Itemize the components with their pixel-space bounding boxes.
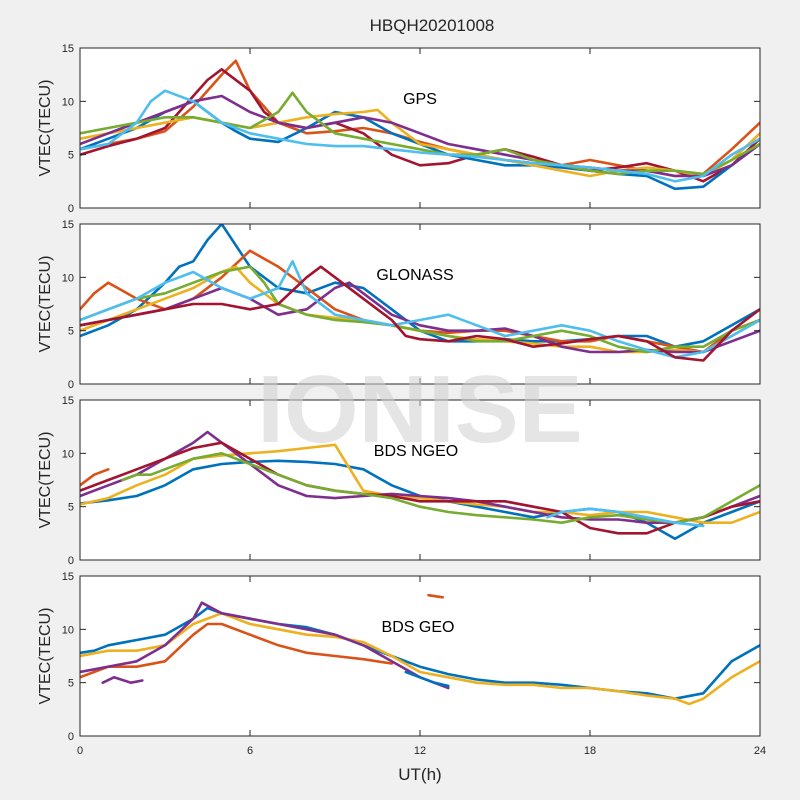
series-line (101, 676, 144, 684)
y-tick-label: 10 (62, 448, 74, 460)
y-axis-label: VTEC(TECU) (37, 80, 54, 177)
y-tick-label: 5 (68, 326, 74, 338)
y-axis-label: VTEC(TECU) (37, 256, 54, 353)
y-tick-label: 0 (68, 203, 74, 215)
y-tick-label: 5 (68, 502, 74, 514)
y-tick-label: 15 (62, 395, 74, 407)
y-tick-label: 10 (62, 96, 74, 108)
y-tick-label: 5 (68, 150, 74, 162)
series-line (80, 622, 393, 679)
series-line (546, 507, 705, 528)
plot-area (80, 48, 760, 208)
series-line (80, 265, 760, 362)
series-group (80, 224, 760, 362)
series-line (80, 224, 760, 348)
x-tick-label: 0 (77, 745, 83, 757)
panel-2: 0 5 10 15 VTEC(TECU) GLONASS (37, 219, 761, 391)
panel-title: GPS (403, 91, 437, 108)
series-line (80, 441, 760, 535)
series-line (80, 601, 450, 690)
panel-4: 0 5 10 15 0 6 12 18 24 VTEC(TECU) BDS GEO (37, 571, 766, 757)
series-group (80, 593, 760, 706)
series-line (80, 265, 760, 354)
y-tick-label: 15 (62, 43, 74, 55)
series-line (80, 260, 760, 359)
series-line (80, 430, 760, 524)
y-tick-label: 0 (68, 555, 74, 567)
series-line (80, 612, 760, 706)
y-tick-label: 15 (62, 219, 74, 231)
panel-1: 0 5 10 15 VTEC(TECU) GPS (37, 43, 761, 215)
y-axis-label: VTEC(TECU) (37, 608, 54, 705)
series-line (80, 91, 760, 176)
series-line (80, 68, 760, 183)
y-axis-label: VTEC(TECU) (37, 432, 54, 529)
watermark: IONISE (257, 356, 582, 463)
y-tick-label: 0 (68, 731, 74, 743)
x-tick-label: 6 (247, 745, 253, 757)
x-axis-label: UT(h) (398, 765, 441, 784)
x-tick-label: 18 (584, 745, 596, 757)
series-line (80, 468, 110, 487)
plot-area (80, 576, 760, 736)
panels: 0 5 10 15 VTEC(TECU) GPS 0 5 10 15 VTEC(TECU) GLONA… (37, 43, 766, 757)
series-line (404, 670, 450, 688)
panel-title: BDS GEO (382, 619, 455, 636)
series-line (80, 89, 760, 183)
y-tick-label: 0 (68, 379, 74, 391)
y-tick-label: 10 (62, 272, 74, 284)
series-group (80, 430, 760, 540)
panel-title: BDS NGEO (374, 443, 458, 460)
series-line (427, 593, 444, 599)
figure-title: HBQH20201008 (370, 16, 495, 35)
x-tick-label: 24 (754, 745, 766, 757)
y-tick-label: 10 (62, 624, 74, 636)
panel-title: GLONASS (376, 267, 453, 284)
y-tick-label: 15 (62, 571, 74, 583)
series-line (121, 452, 760, 524)
y-tick-label: 5 (68, 678, 74, 690)
series-group (80, 59, 760, 191)
panel-3: 0 5 10 15 VTEC(TECU) BDS NGEO (37, 395, 761, 567)
x-tick-label: 12 (414, 745, 426, 757)
